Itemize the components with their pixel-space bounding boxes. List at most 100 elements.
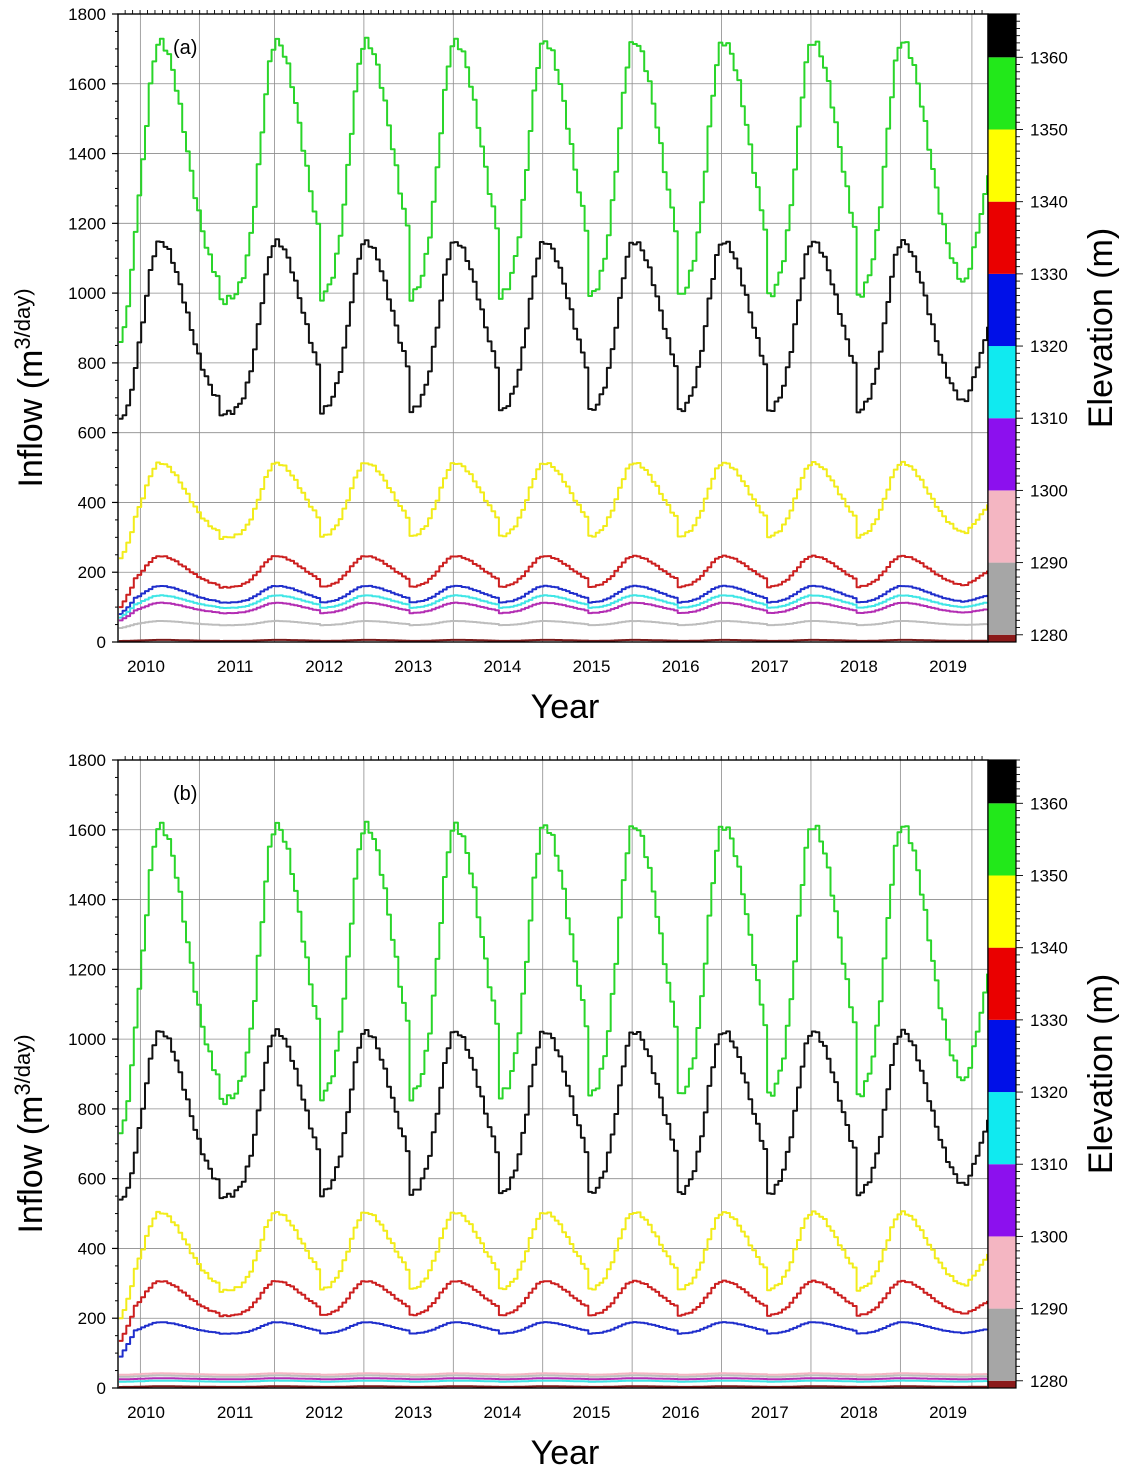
x-tick-label: 2011 [217, 1403, 254, 1422]
series-line-7 [118, 1374, 988, 1378]
y-tick-label: 1000 [68, 1030, 106, 1049]
series-line-3 [118, 1210, 988, 1320]
colorbar-tick-label: 1290 [1030, 1300, 1068, 1319]
colorbar-tick-label: 1310 [1030, 409, 1068, 428]
colorbar-tick-label: 1310 [1030, 1155, 1068, 1174]
colorbar-segment-2 [988, 562, 1016, 635]
series-line-5 [118, 584, 988, 616]
x-tick-label: 2017 [751, 1403, 789, 1422]
x-tick-label: 2012 [305, 1403, 343, 1422]
y-axis-title-unit: /day) [10, 288, 35, 337]
colorbar-tick-label: 1350 [1030, 120, 1068, 139]
x-tick-label: 2016 [662, 1403, 700, 1422]
colorbar-tick-label: 1340 [1030, 939, 1068, 958]
colorbar-segment-6 [988, 273, 1016, 347]
series-line-6 [118, 594, 988, 619]
y-tick-label: 1000 [68, 284, 106, 303]
x-tick-label: 2016 [662, 657, 700, 676]
colorbar-segment-8 [988, 875, 1016, 948]
y-tick-label: 1200 [68, 960, 106, 979]
series-line-9 [118, 638, 988, 642]
colorbar-tick-label: 1330 [1030, 1011, 1068, 1030]
colorbar-segment-9 [988, 57, 1016, 130]
colorbar-segment-5 [988, 346, 1016, 419]
x-tick-label: 2012 [305, 657, 343, 676]
x-tick-label: 2017 [751, 657, 789, 676]
colorbar-segment-3 [988, 1236, 1016, 1309]
x-tick-label: 2015 [573, 1403, 611, 1422]
y-tick-label: 0 [97, 1379, 106, 1398]
y-axis-title-base: Inflow (m [12, 1096, 50, 1234]
colorbar-tick-label: 1300 [1030, 1227, 1068, 1246]
y-tick-label: 0 [97, 633, 106, 652]
chart-panel-b: 0 200 400 600 800 1000 1200 1400 1600 1800 2010 201… [10, 751, 1120, 1469]
series-line-2 [118, 1028, 988, 1201]
panel-label: (b) [173, 783, 197, 805]
series-line-4 [118, 1279, 988, 1342]
y-axis-title: Inflow (m3/day) [10, 1034, 50, 1233]
y-axis-title: Inflow (m3/day) [10, 288, 50, 487]
series-group [118, 820, 988, 1388]
colorbar-frame [987, 759, 1017, 1389]
x-tick-label: 2019 [929, 657, 967, 676]
elevation-colorbar: 1280 1290 1300 1310 1320 1330 1340 1350 1360 [987, 13, 1068, 645]
series-line-1 [118, 36, 988, 343]
colorbar-segment-7 [988, 947, 1016, 1020]
colorbar-segment-3 [988, 490, 1016, 563]
x-tick-label: 2019 [929, 1403, 967, 1422]
plot-frame [117, 13, 989, 643]
y-axis-title-base: Inflow (m [12, 350, 50, 488]
colorbar-segment-10 [988, 760, 1016, 804]
colorbar-segment-2 [988, 1308, 1016, 1381]
series-group [118, 36, 988, 642]
x-tick-label: 2014 [484, 1403, 522, 1422]
y-tick-label: 200 [78, 563, 106, 582]
colorbar-segment-10 [988, 14, 1016, 58]
colorbar-tick-label: 1320 [1030, 1083, 1068, 1102]
y-tick-label: 1600 [68, 821, 106, 840]
colorbar-tick-label: 1280 [1030, 626, 1068, 645]
x-tick-label: 2018 [840, 1403, 878, 1422]
colorbar-segment-9 [988, 803, 1016, 876]
colorbar-tick-label: 1350 [1030, 866, 1068, 885]
x-tick-label: 2014 [484, 657, 522, 676]
y-tick-label: 200 [78, 1309, 106, 1328]
colorbar-segment-4 [988, 418, 1016, 491]
y-tick-label: 1600 [68, 75, 106, 94]
colorbar-segment-7 [988, 201, 1016, 274]
y-tick-label: 800 [78, 1100, 106, 1119]
colorbar-tick-label: 1290 [1030, 554, 1068, 573]
colorbar-segment-8 [988, 129, 1016, 202]
colorbar-segment-4 [988, 1164, 1016, 1237]
y2-axis-title: Elevation (m) [1082, 228, 1120, 428]
grid [118, 14, 988, 642]
colorbar-tick-label: 1360 [1030, 794, 1068, 813]
chart-panel-a: 0 200 400 600 800 1000 1200 1400 1600 1800 2010 201… [10, 5, 1120, 726]
series-line-7 [118, 601, 988, 622]
x-tick-label: 2013 [394, 657, 432, 676]
y-tick-label: 1200 [68, 214, 106, 233]
x-tick-label: 2011 [217, 657, 254, 676]
x-axis-title: Year [531, 688, 600, 726]
series-line-3 [118, 460, 988, 560]
y-tick-label: 1400 [68, 891, 106, 910]
y-axis-title-sup: 3 [10, 337, 35, 349]
x-tick-label: 2010 [127, 1403, 165, 1422]
series-line-8 [118, 619, 988, 629]
colorbar-tick-label: 1320 [1030, 337, 1068, 356]
colorbar-tick-label: 1360 [1030, 48, 1068, 67]
colorbar-tick-label: 1340 [1030, 193, 1068, 212]
series-line-1 [118, 820, 988, 1135]
grid [118, 760, 988, 1388]
x-axis-title: Year [531, 1434, 600, 1469]
y-tick-label: 400 [78, 493, 106, 512]
series-line-2 [118, 238, 988, 420]
y-tick-label: 1400 [68, 145, 106, 164]
colorbar-segment-6 [988, 1019, 1016, 1093]
colorbar-tick-label: 1280 [1030, 1372, 1068, 1391]
y-axis-title-sup: 3 [10, 1083, 35, 1095]
colorbar-segment-1 [988, 634, 1016, 642]
y-axis-title-unit: /day) [10, 1034, 35, 1083]
y-tick-label: 800 [78, 354, 106, 373]
